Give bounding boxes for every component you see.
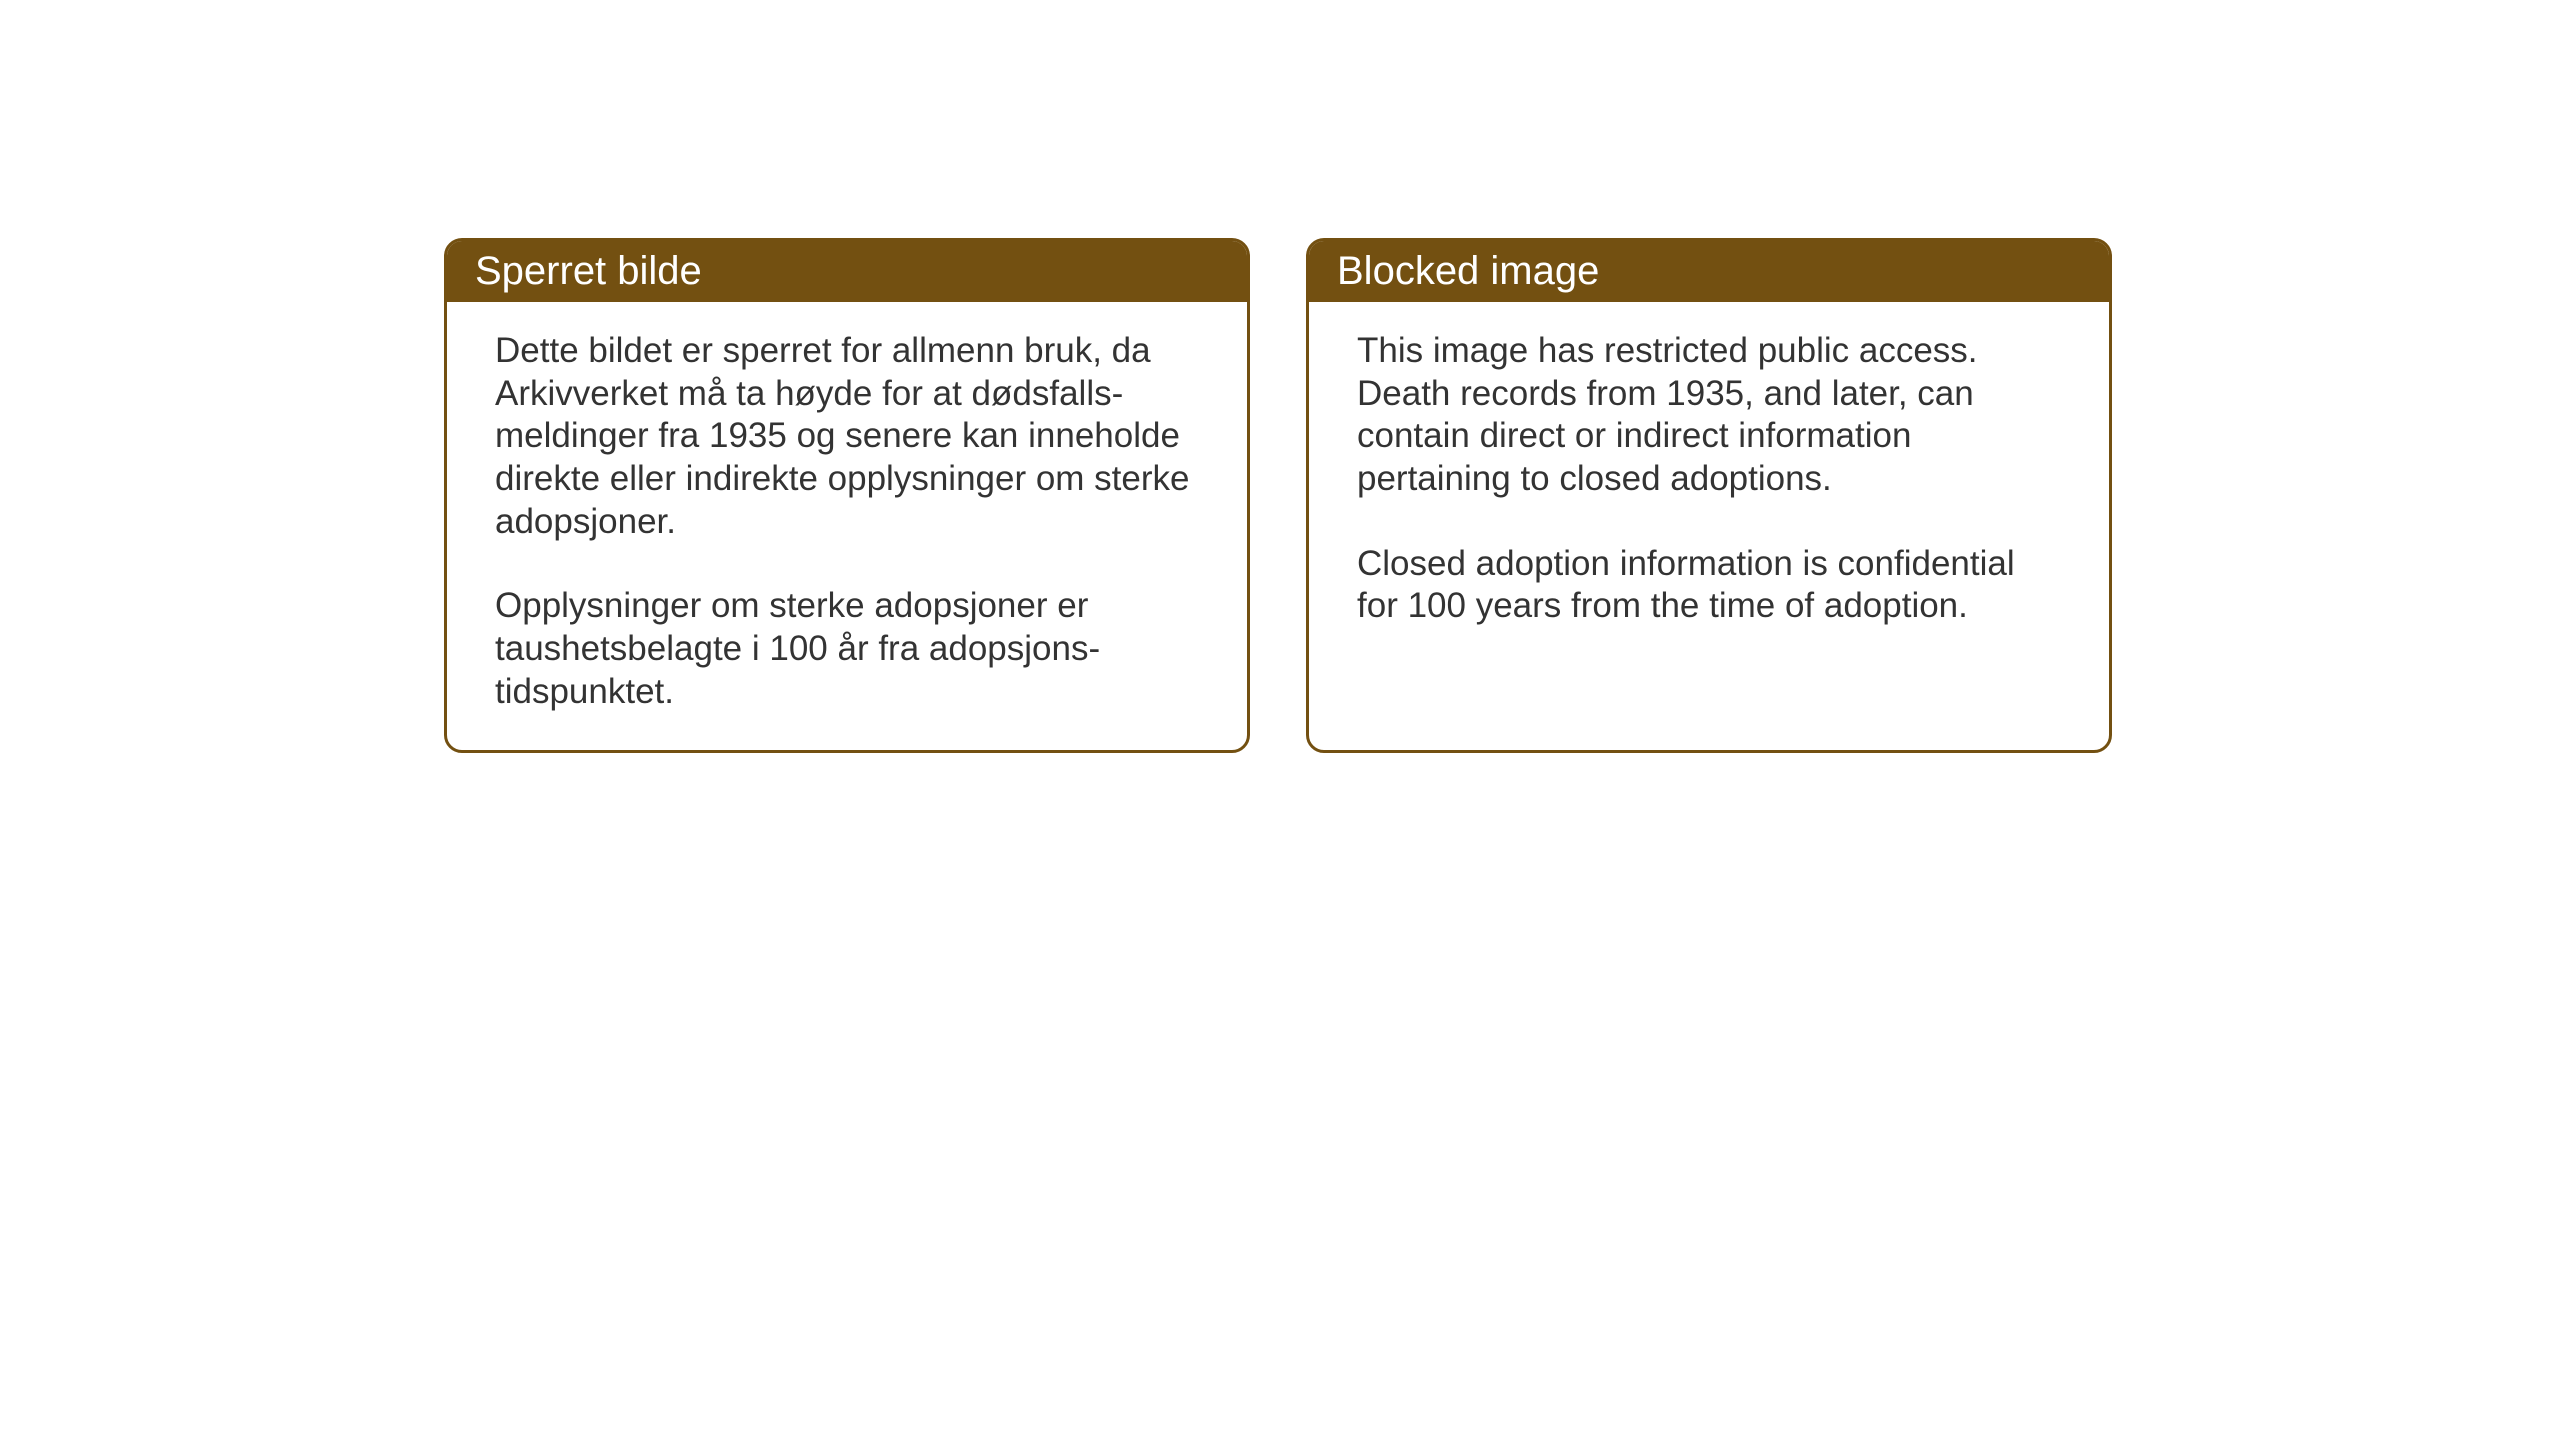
english-card-body: This image has restricted public access.… xyxy=(1309,302,2109,664)
norwegian-card-title: Sperret bilde xyxy=(447,241,1247,302)
english-card-title: Blocked image xyxy=(1309,241,2109,302)
english-paragraph-2: Closed adoption information is confident… xyxy=(1357,543,2061,628)
norwegian-paragraph-1: Dette bildet er sperret for allmenn bruk… xyxy=(495,330,1199,543)
english-paragraph-1: This image has restricted public access.… xyxy=(1357,330,2061,501)
notice-container: Sperret bilde Dette bildet er sperret fo… xyxy=(444,238,2112,753)
norwegian-paragraph-2: Opplysninger om sterke adopsjoner er tau… xyxy=(495,585,1199,713)
english-notice-card: Blocked image This image has restricted … xyxy=(1306,238,2112,753)
norwegian-card-body: Dette bildet er sperret for allmenn bruk… xyxy=(447,302,1247,750)
norwegian-notice-card: Sperret bilde Dette bildet er sperret fo… xyxy=(444,238,1250,753)
